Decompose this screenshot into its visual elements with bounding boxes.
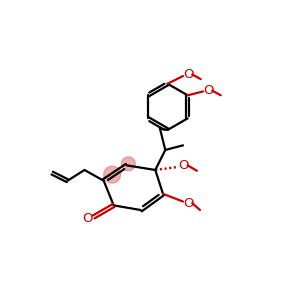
Circle shape — [122, 157, 135, 171]
Text: O: O — [178, 159, 189, 172]
Text: O: O — [82, 212, 93, 225]
Text: O: O — [203, 84, 214, 97]
Circle shape — [104, 166, 121, 183]
Text: O: O — [183, 68, 194, 81]
Text: O: O — [183, 196, 194, 210]
